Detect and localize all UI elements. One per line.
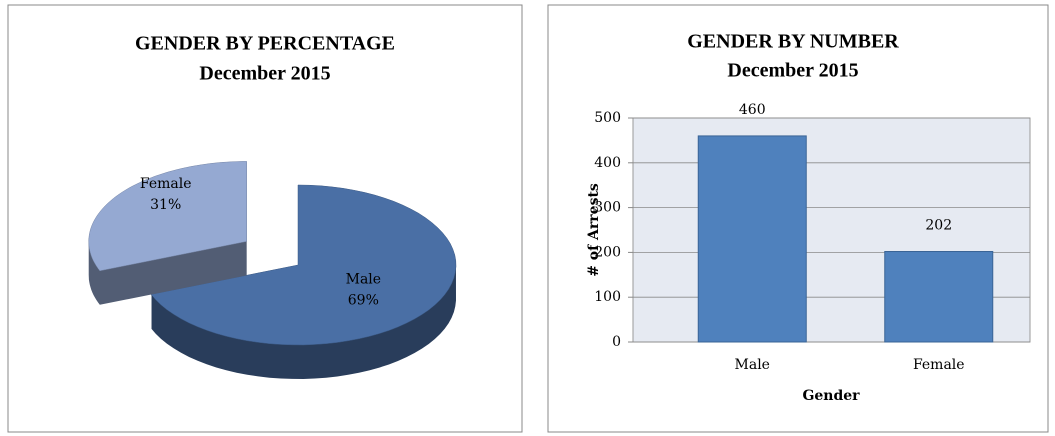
- x-axis-label: Gender: [802, 388, 860, 404]
- bar: [884, 251, 994, 343]
- y-tick-label: 300: [594, 200, 621, 216]
- slice-value-label: 69%: [348, 293, 379, 309]
- bar-value-label: 460: [739, 102, 766, 118]
- y-tick-label: 500: [594, 110, 621, 126]
- x-tick-label: Female: [913, 357, 965, 373]
- y-tick-label: 200: [594, 244, 621, 260]
- slice-value-label: 31%: [150, 197, 181, 213]
- y-tick-label: 100: [594, 289, 621, 305]
- bar-subtitle: December 2015: [727, 60, 858, 82]
- slice-label: Male: [346, 272, 381, 288]
- bar: [697, 135, 807, 343]
- bar-value-label: 202: [925, 218, 952, 234]
- bar-title: GENDER BY NUMBER: [687, 31, 899, 53]
- slice-label: Female: [140, 176, 192, 192]
- pie-title: GENDER BY PERCENTAGE: [135, 33, 395, 55]
- x-tick-label: Male: [735, 357, 770, 373]
- pie-subtitle: December 2015: [199, 63, 330, 85]
- y-tick-label: 0: [612, 334, 621, 350]
- pie-slice: [150, 184, 457, 346]
- y-tick-label: 400: [594, 155, 621, 171]
- pie-slice: [88, 161, 247, 272]
- y-axis-label: # of Arrests: [586, 183, 602, 277]
